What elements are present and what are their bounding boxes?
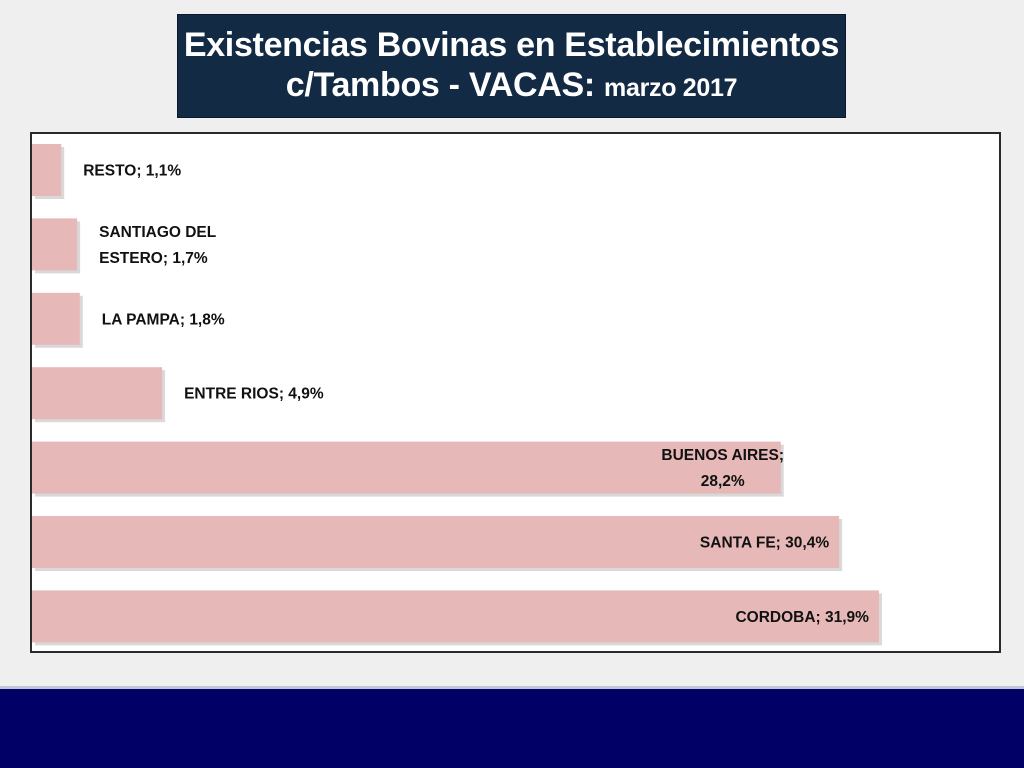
data-label-cordoba: CORDOBA; 31,9% [735,609,869,626]
data-label-resto: RESTO; 1,1% [83,163,181,180]
bar-entre-rios [32,367,163,420]
bar-cordoba [32,590,879,643]
bar-santa-fe [32,516,840,568]
data-label-santiago-del-estero: SANTIAGO DEL ESTERO; 1,7% [99,224,216,267]
bar-santiago-del-estero [32,218,78,271]
title-line-2: c/Tambos - VACAS: marzo 2017 [285,65,738,108]
title-line-2-main: c/Tambos - VACAS: [285,65,595,104]
data-label-entre-rios: ENTRE RIOS; 4,9% [184,386,324,403]
footer-band [0,689,1024,768]
chart-title: Existencias Bovinas en Establecimientos … [177,14,846,118]
title-line-1: Existencias Bovinas en Establecimientos [183,25,840,64]
bar-la-pampa [32,292,80,345]
chart-area: RESTO; 1,1% SANTIAGO DEL ESTERO; 1,7% LA PA… [30,132,1001,653]
bar-resto [32,144,62,196]
data-label-santa-fe: SANTA FE; 30,4% [700,535,829,552]
data-label-la-pampa: LA PAMPA; 1,8% [102,311,225,328]
title-line-2-date: marzo 2017 [604,73,738,102]
bar-buenos-aires [32,441,781,494]
bar-chart: RESTO; 1,1% SANTIAGO DEL ESTERO; 1,7% LA PA… [32,144,882,646]
footer-divider [0,686,1024,689]
data-label-buenos-aires: BUENOS AIRES; 28,2% [661,447,784,490]
